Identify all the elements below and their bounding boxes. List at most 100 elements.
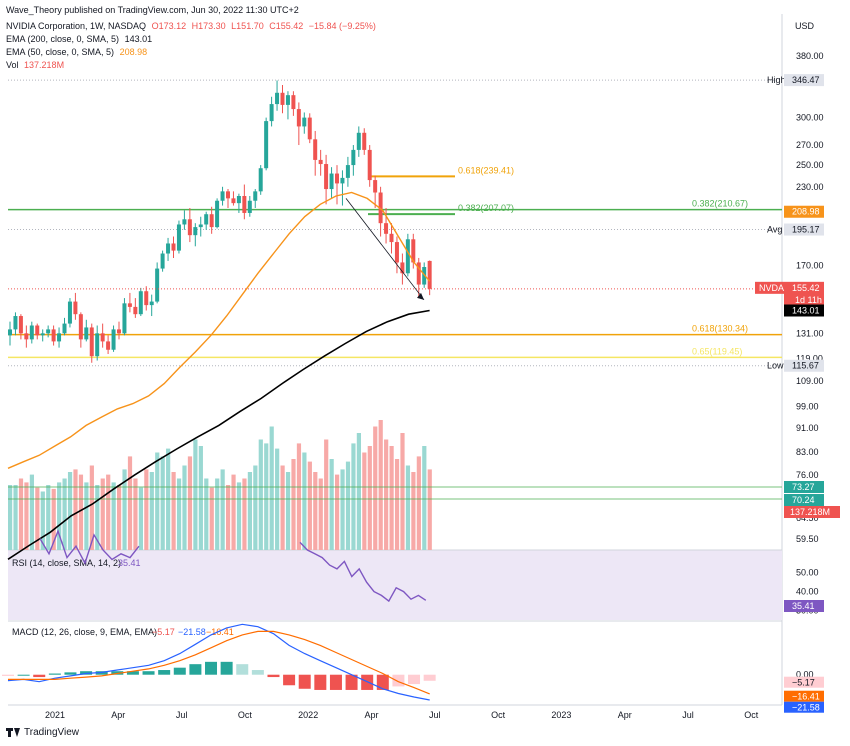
candle-body	[307, 117, 312, 140]
symbol-tag-label: NVDA	[759, 283, 784, 293]
trend-arrow-line	[345, 198, 425, 301]
volume-bar	[405, 465, 411, 550]
fib-level-label: 0.382(207.07)	[458, 203, 514, 213]
candle-body	[236, 196, 241, 204]
macd-histogram-bar	[329, 674, 342, 690]
candle-body	[171, 243, 176, 251]
volume-bar	[220, 469, 225, 550]
ema50-legend[interactable]: EMA (50, close, 0, SMA, 5) 208.98	[6, 47, 148, 57]
macd-tag-value: −21.58	[792, 703, 820, 713]
tradingview-logo-icon	[6, 728, 20, 737]
candle-body	[198, 224, 203, 228]
candle-body	[106, 341, 111, 350]
volume-bar	[138, 487, 143, 550]
candle-body	[100, 333, 105, 342]
macd-histogram-bar	[314, 674, 327, 690]
ohlc-low: L151.70	[231, 21, 264, 31]
macd-signal-line	[8, 630, 430, 695]
volume-bar	[198, 446, 203, 550]
y-tick-label: 91.00	[796, 423, 819, 433]
volume-bar	[345, 461, 351, 550]
candle-body	[67, 301, 72, 324]
volume-bar	[280, 465, 285, 550]
macd-y-tick: 0.00	[796, 670, 814, 680]
volume-bar	[100, 478, 105, 550]
macd-histogram-bar	[48, 673, 61, 675]
candle-body	[24, 333, 29, 340]
candle-body	[313, 139, 318, 160]
volume-bar	[236, 482, 242, 550]
volume-bar	[427, 469, 432, 550]
macd-tag	[784, 701, 824, 713]
volume-bar	[73, 469, 78, 550]
candle-body	[138, 291, 143, 315]
macd-label: MACD (12, 26, close, 9, EMA, EMA)	[12, 627, 157, 637]
volume-legend[interactable]: Vol 137.218M	[6, 60, 65, 70]
x-tick-label: Jul	[176, 710, 188, 720]
macd-histogram-bar	[220, 661, 233, 675]
volume-bar	[40, 491, 45, 550]
marker-value: 115.67	[792, 361, 819, 371]
macd-histogram-bar	[2, 674, 14, 676]
ema50-legend-value: 208.98	[119, 47, 148, 57]
x-tick-label: Apr	[364, 710, 378, 720]
rsi-value: 35.41	[118, 558, 141, 568]
macd-histogram-bar	[236, 664, 249, 675]
ohlc-high: H173.30	[191, 21, 226, 31]
candle-body	[160, 253, 165, 269]
volume-bar	[51, 488, 56, 550]
x-tick-label: Apr	[111, 710, 125, 720]
y-tick-label: 119.00	[796, 353, 823, 363]
countdown-label: 1d 11h	[795, 295, 822, 305]
volume-bar	[46, 485, 51, 550]
ema200-legend[interactable]: EMA (200, close, 0, SMA, 5) 143.01	[6, 34, 153, 44]
macd-value: −21.58	[178, 627, 206, 637]
candle-body	[13, 316, 18, 330]
candle-body	[400, 262, 405, 274]
rsi-label: RSI (14, close, SMA, 14, 2)	[12, 558, 121, 568]
candle-body	[193, 227, 198, 236]
y-tick-label: 131.00	[796, 328, 824, 338]
macd-histogram-bar	[189, 664, 202, 675]
volume-bar	[340, 469, 345, 550]
candle-body	[209, 214, 214, 228]
marker-value: 195.17	[792, 225, 820, 235]
candle-body	[258, 168, 263, 192]
x-tick-label: Jul	[429, 710, 441, 720]
ohlc-open: O173.12	[151, 21, 187, 31]
volume-bar	[242, 478, 247, 550]
candle-body	[275, 92, 280, 105]
volume-bar	[182, 465, 187, 550]
macd-histogram-bar	[205, 661, 218, 675]
currency-label: USD	[795, 21, 815, 31]
macd-histogram-bar	[267, 674, 280, 678]
volume-bar	[84, 482, 89, 550]
macd-histogram-bar	[33, 674, 46, 678]
x-tick-label: Oct	[491, 710, 506, 720]
x-tick-label: 2022	[298, 710, 318, 720]
vol-tag-value: 73.27	[792, 482, 815, 492]
marker-value: 346.47	[792, 75, 820, 85]
candle-body	[127, 303, 132, 307]
candle-body	[422, 267, 427, 285]
volume-bar	[400, 433, 405, 550]
footer-brand[interactable]: TradingView	[6, 727, 79, 738]
candle-body	[149, 301, 154, 306]
volume-bar	[378, 420, 383, 550]
candle-body	[18, 316, 23, 334]
candle-body	[215, 200, 220, 228]
macd-histogram-bar	[376, 674, 389, 690]
macd-value: −16.41	[206, 627, 234, 637]
candle-body	[117, 329, 121, 334]
candle-body	[89, 327, 94, 357]
vol-tag	[784, 481, 824, 493]
candle-body	[362, 132, 367, 150]
candle-body	[29, 325, 34, 340]
volume-bar	[89, 465, 94, 550]
y-tick-label: 109.00	[796, 376, 824, 386]
volume-bar	[324, 439, 329, 550]
candle-body	[111, 329, 116, 350]
macd-histogram-bar	[158, 670, 171, 675]
x-tick-label: 2021	[45, 710, 65, 720]
